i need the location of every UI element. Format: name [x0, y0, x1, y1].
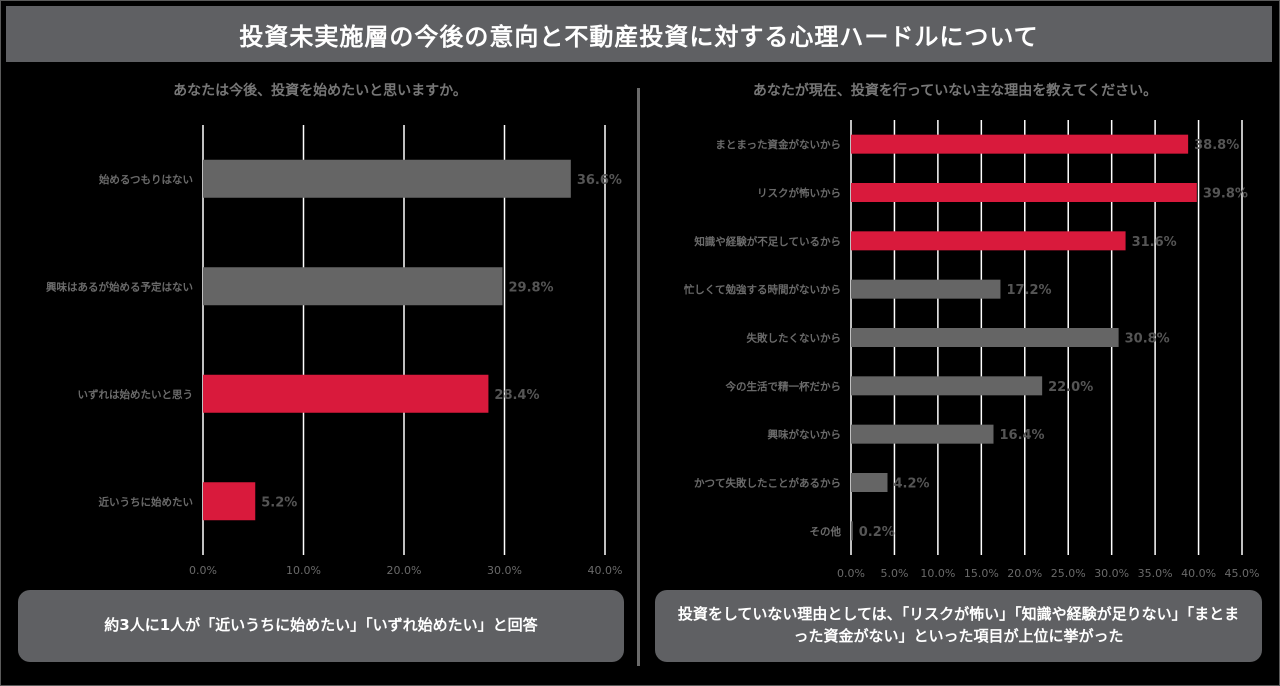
right-chart-bar — [851, 134, 1189, 154]
right-chart-value-label: 30.8% — [1125, 332, 1170, 347]
right-chart-bar — [851, 328, 1119, 347]
left-chart-category-label: 始めるつもりはない — [99, 173, 193, 186]
right-chart-tick-label: 35.0% — [1138, 567, 1173, 580]
right-chart-tick-label: 10.0% — [920, 567, 955, 580]
left-chart-category-label: 近いうちに始めたい — [99, 495, 194, 508]
right-chart-category-label: 知識や経験が不足しているから — [694, 235, 841, 248]
right-chart-tick-label: 5.0% — [880, 567, 908, 580]
right-chart-tick-label: 40.0% — [1181, 567, 1216, 580]
right-chart-value-label: 38.8% — [1194, 138, 1239, 153]
page-title: 投資未実施層の今後の意向と不動産投資に対する心理ハードルについて — [6, 6, 1272, 62]
left-bar-chart: 0.0% 10.0% 20.0% 30.0% 40.0% 始めるつもりはない 36.6% 興味… — [46, 125, 623, 577]
panel-divider — [637, 88, 640, 666]
right-chart-bar — [851, 424, 994, 444]
right-chart-category-label: その他 — [810, 525, 842, 538]
right-chart-tick-label: 0.0% — [837, 567, 865, 580]
left-chart-value-label: 5.2% — [261, 495, 297, 510]
right-chart-category-label: 今の生活で精一杯だから — [725, 380, 842, 393]
left-chart-category-label: 興味はあるが始める予定はない — [46, 280, 193, 293]
right-chart-value-label: 4.2% — [893, 477, 929, 492]
right-chart-value-label: 22.0% — [1048, 380, 1093, 395]
left-summary-text: 約3人に1人が「近いうちに始めたい」「いずれ始めたい」と回答 — [104, 616, 538, 635]
right-chart-category-label: 失敗したくないから — [747, 332, 842, 345]
left-chart-category-label: いずれは始めたいと思う — [78, 388, 194, 401]
right-chart-bar — [851, 521, 853, 541]
right-chart-tick-label: 45.0% — [1225, 567, 1260, 580]
left-chart-tick-label: 10.0% — [286, 564, 321, 577]
right-chart-value-label: 17.2% — [1006, 283, 1051, 298]
right-bar-chart: 0.0% 5.0% 10.0% 15.0% 20.0% 25.0% 30.0% 35.0% 40… — [683, 120, 1260, 580]
right-chart-value-label: 16.4% — [999, 428, 1044, 443]
right-summary-box: 投資をしていない理由としては、「リスクが怖い」「知識や経験が足りない」「まとまっ… — [655, 590, 1262, 662]
right-chart-tick-label: 15.0% — [964, 567, 999, 580]
right-chart-bar — [851, 473, 888, 492]
right-chart-tick-label: 20.0% — [1007, 567, 1042, 580]
left-chart-tick-label: 0.0% — [189, 564, 217, 577]
right-chart-value-label: 0.2% — [859, 525, 895, 540]
right-chart-category-label: まとまった資金がないから — [715, 138, 841, 151]
right-chart-tick-label: 25.0% — [1051, 567, 1086, 580]
right-chart-value-label: 39.8% — [1203, 187, 1248, 202]
right-summary-text: 投資をしていない理由としては、「リスクが怖い」「知識や経験が足りない」「まとまっ… — [677, 605, 1240, 645]
left-summary-box: 約3人に1人が「近いうちに始めたい」「いずれ始めたい」と回答 — [18, 590, 624, 662]
left-chart-value-label: 36.6% — [577, 173, 622, 188]
right-chart-category-label: かつて失敗したことがあるから — [694, 477, 841, 490]
left-chart-tick-label: 40.0% — [588, 564, 623, 577]
left-chart-bar — [203, 482, 256, 521]
right-chart-bar — [851, 183, 1197, 202]
right-chart-value-label: 31.6% — [1132, 235, 1177, 250]
right-chart-bar — [851, 376, 1043, 396]
left-chart-bar — [203, 159, 571, 198]
right-chart-bar — [851, 231, 1126, 251]
right-chart-category-label: 興味がないから — [768, 428, 842, 441]
left-chart-value-label: 28.4% — [494, 388, 539, 403]
left-chart-bar — [203, 374, 489, 413]
right-chart-tick-label: 30.0% — [1094, 567, 1129, 580]
left-chart-bar — [203, 267, 503, 306]
right-chart-category-label: 忙しくて勉強する時間がないから — [683, 283, 841, 296]
right-chart-category-label: リスクが怖いから — [757, 187, 841, 200]
left-chart-tick-label: 30.0% — [487, 564, 522, 577]
left-chart-tick-label: 20.0% — [387, 564, 422, 577]
left-chart-value-label: 29.8% — [508, 280, 553, 295]
left-chart-subtitle: あなたは今後、投資を始めたいと思いますか。 — [173, 83, 467, 99]
right-chart-bar — [851, 279, 1001, 299]
right-chart-subtitle: あなたが現在、投資を行っていない主な理由を教えてください。 — [752, 83, 1158, 99]
